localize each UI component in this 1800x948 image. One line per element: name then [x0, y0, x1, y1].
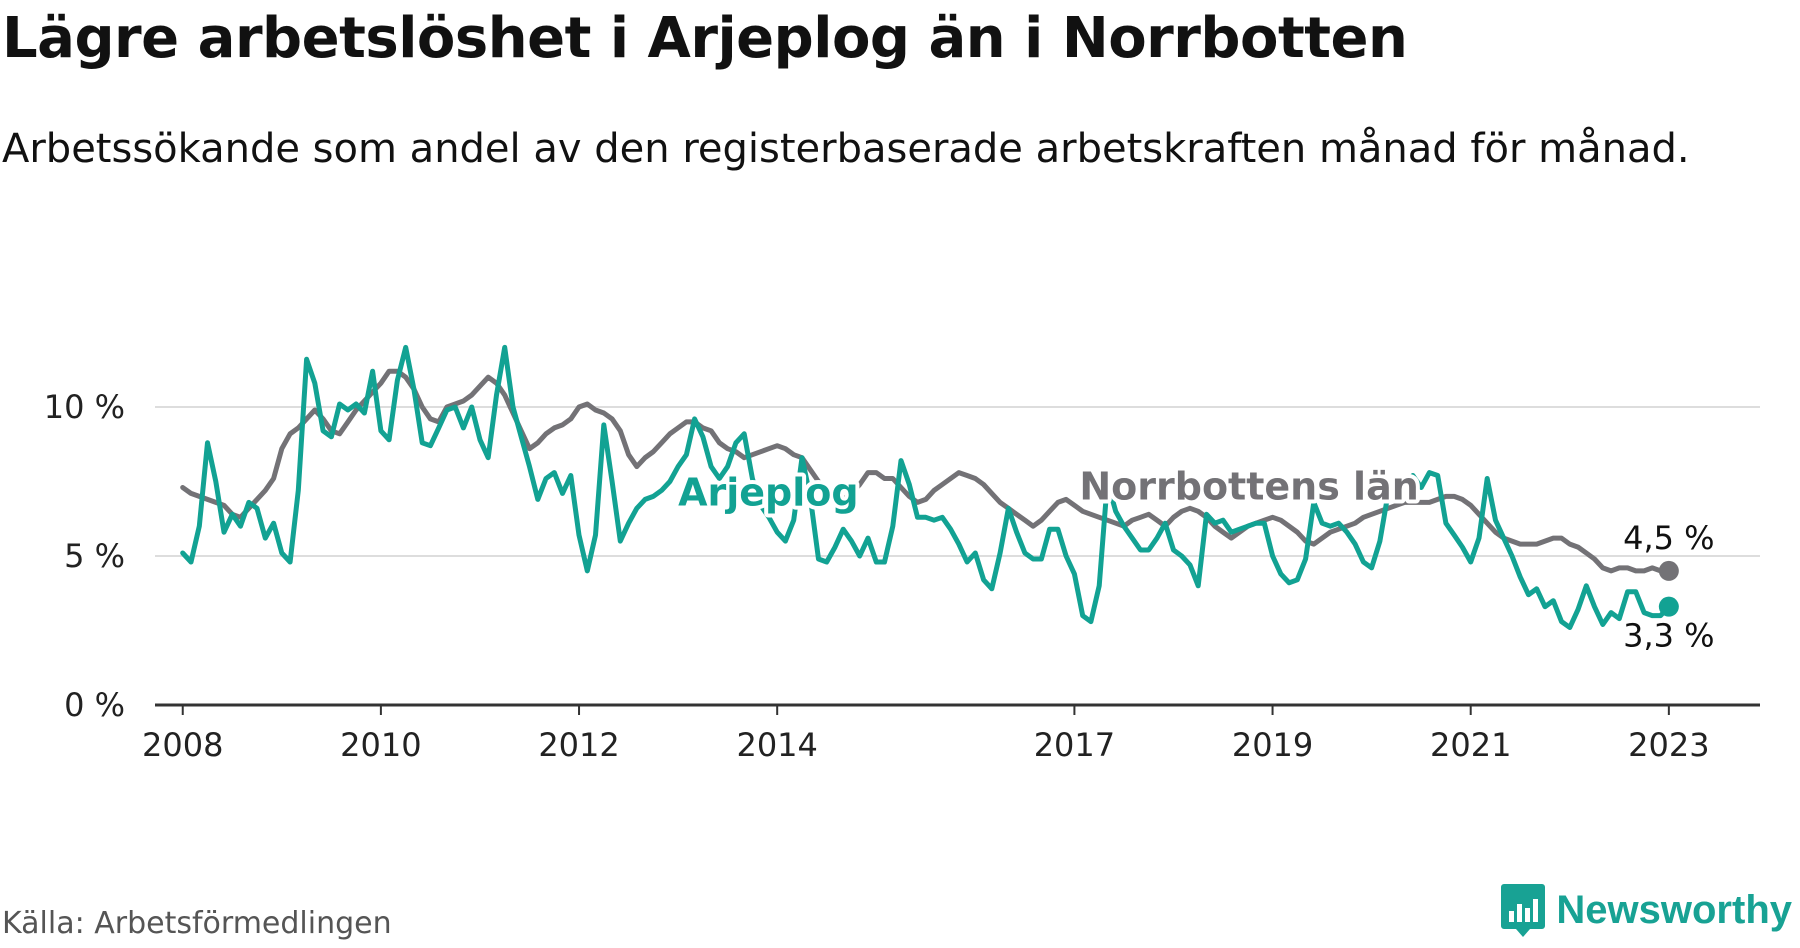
newsworthy-logo[interactable]: Newsworthy [1500, 882, 1792, 938]
series-line-norrbotten [180, 368, 1672, 574]
x-tick-label: 2017 [1034, 726, 1115, 764]
y-axis-ticks: 0 % 5 % 10 % [44, 388, 125, 724]
x-axis: 2008 2010 2012 2014 2017 2019 2021 2023 [142, 703, 1760, 764]
x-tick-label: 2010 [340, 726, 421, 764]
chart-title: Lägre arbetslöshet i Arjeplog än i Norrb… [2, 6, 1408, 71]
newsworthy-logo-text: Newsworthy [1556, 887, 1792, 932]
y-tick-label: 10 % [44, 388, 125, 426]
series-lines [180, 344, 1679, 630]
end-value-label-norrbotten: 4,5 % [1623, 519, 1714, 557]
x-tick-label: 2021 [1430, 726, 1511, 764]
series-line-arjeplog [180, 344, 1672, 630]
grid-lines [155, 406, 1760, 557]
x-tick-label: 2012 [538, 726, 619, 764]
x-tick-label: 2023 [1628, 726, 1709, 764]
end-point-norrbotten [1658, 560, 1679, 581]
y-tick-label: 5 % [64, 537, 125, 575]
y-tick-label: 0 % [64, 686, 125, 724]
newsworthy-logo-icon [1501, 884, 1546, 937]
x-tick-label: 2019 [1232, 726, 1313, 764]
end-value-label-arjeplog: 3,3 % [1623, 617, 1714, 655]
series-labels: 4,5 % 3,3 % Arjeplog Norrbottens län [674, 460, 1714, 655]
series-label-norrbotten: Norrbottens län [1079, 464, 1418, 508]
source-note: Källa: Arbetsförmedlingen [2, 906, 392, 941]
x-tick-label: 2014 [736, 726, 817, 764]
chart-subtitle: Arbetssökande som andel av den registerb… [2, 126, 1690, 172]
x-tick-label: 2008 [142, 726, 223, 764]
series-label-arjeplog: Arjeplog [678, 470, 858, 514]
end-point-arjeplog [1658, 596, 1679, 617]
